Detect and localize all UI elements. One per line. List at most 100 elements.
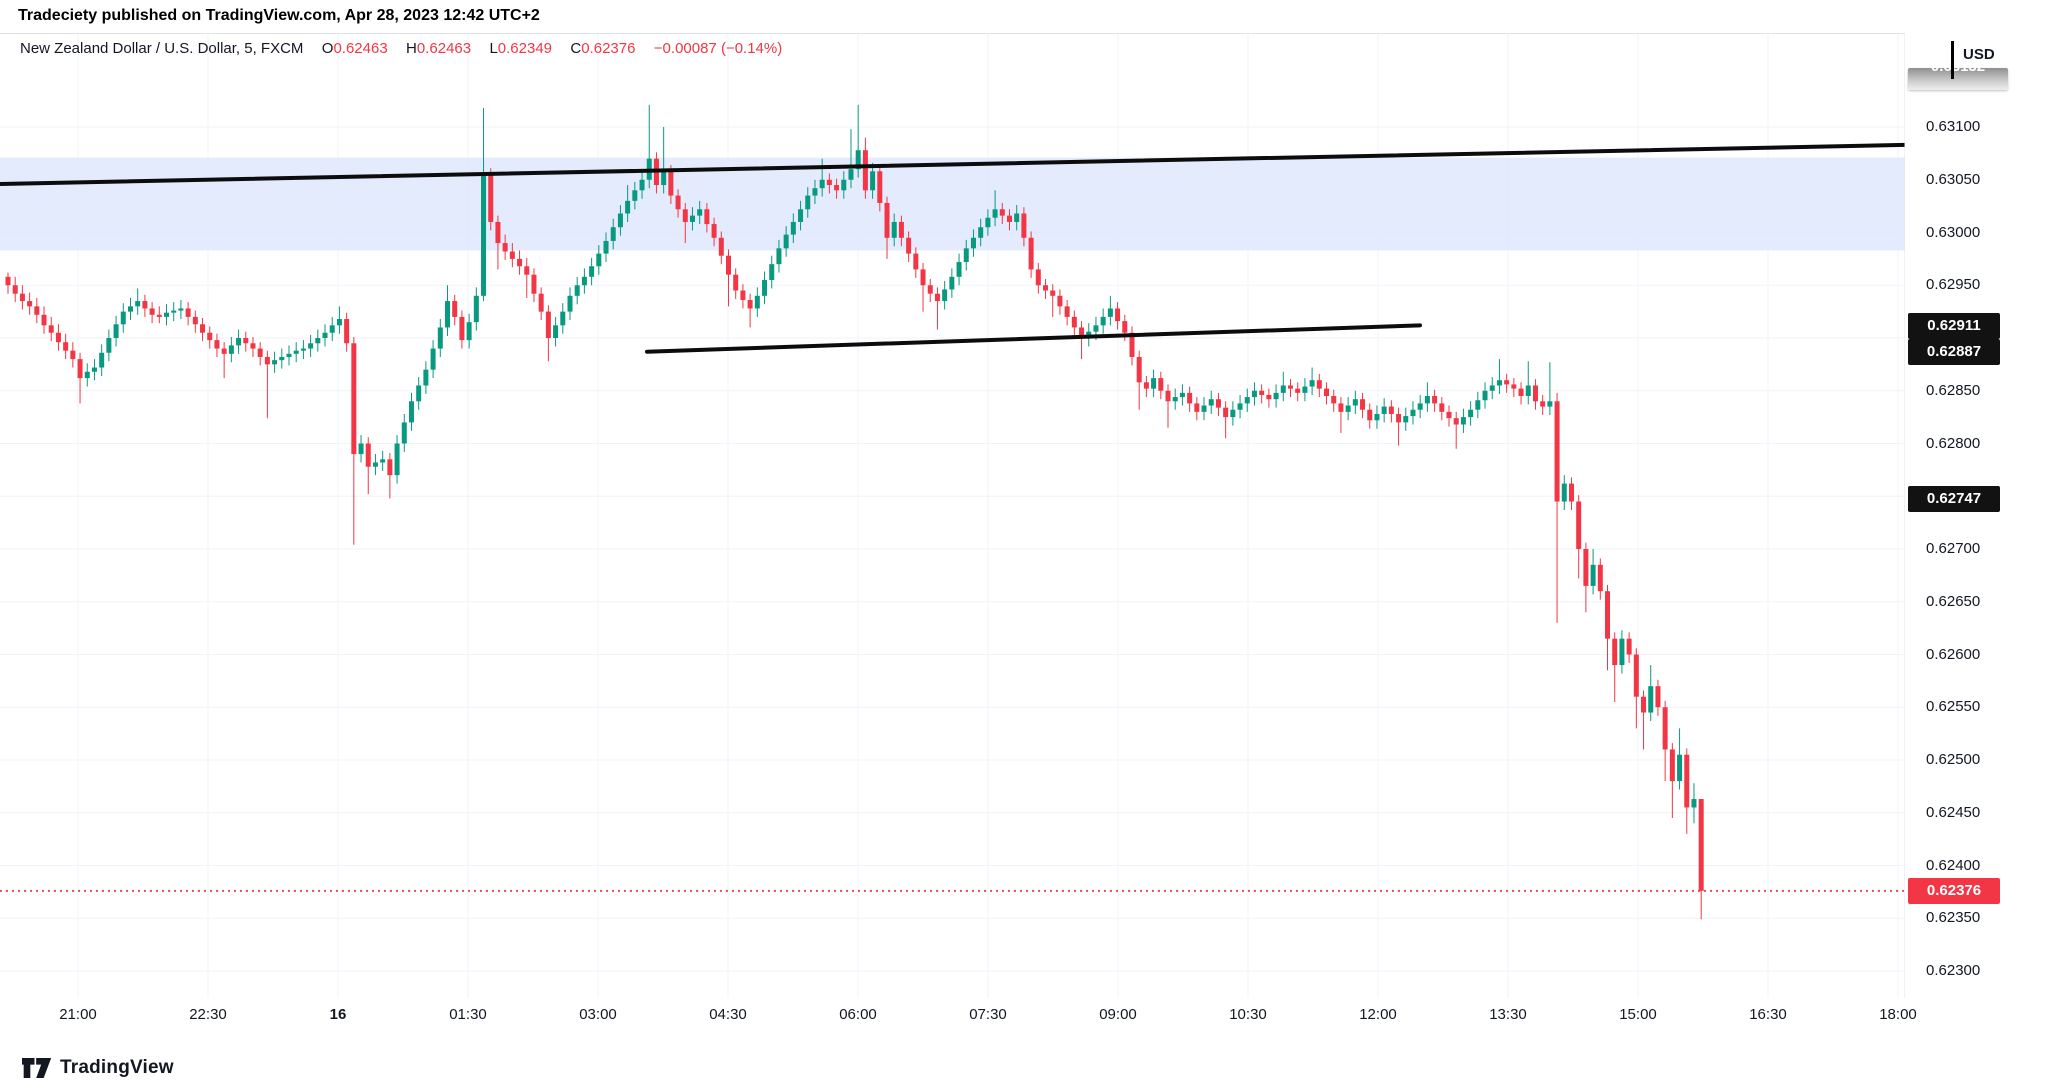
time-tick-label: 15:00 xyxy=(1619,1006,1657,1023)
candle xyxy=(228,345,234,354)
candle xyxy=(1050,290,1056,296)
candle xyxy=(1079,327,1085,338)
price-tick-label: 0.63100 xyxy=(1926,118,1981,135)
upper-resistance-line[interactable] xyxy=(0,142,1907,186)
candle xyxy=(452,301,458,317)
candle xyxy=(1237,403,1243,410)
candle xyxy=(1179,392,1185,398)
candle xyxy=(1655,686,1661,708)
candle xyxy=(1043,285,1049,291)
candle xyxy=(1396,413,1402,423)
candle xyxy=(1684,754,1690,808)
candle xyxy=(1417,403,1423,410)
candle xyxy=(1626,638,1632,655)
price-tick-label: 0.62400 xyxy=(1926,856,1981,874)
tradingview-logo-icon xyxy=(22,1058,52,1078)
candle xyxy=(1215,399,1221,408)
candle xyxy=(1187,392,1193,404)
candle xyxy=(617,213,623,228)
candle xyxy=(1453,418,1459,425)
candle xyxy=(1518,388,1524,397)
candle xyxy=(826,179,832,186)
candle xyxy=(711,224,717,238)
trendline-price-badge: 0.62911 xyxy=(1908,313,2000,340)
candle xyxy=(538,293,544,312)
candle xyxy=(243,338,249,344)
candle xyxy=(1496,380,1502,386)
candle xyxy=(1115,308,1121,322)
candle xyxy=(416,385,422,402)
supply-zone-band[interactable] xyxy=(0,157,1905,251)
candle xyxy=(560,311,566,326)
time-axis[interactable]: 21:00 22:30 16 01:30 03:00 04:30 06:00 07:30 09:… xyxy=(0,998,2045,1033)
candle xyxy=(380,459,386,463)
price-tick-label: 0.62800 xyxy=(1926,434,1981,452)
candle xyxy=(1460,417,1466,425)
time-tick-label: 16:30 xyxy=(1749,1006,1787,1023)
open-value: 0.62463 xyxy=(333,40,388,57)
candle xyxy=(1324,388,1330,397)
candle xyxy=(1280,385,1286,393)
candle xyxy=(34,306,40,315)
price-tick-label: 0.62550 xyxy=(1926,698,1981,716)
low-value: 0.62349 xyxy=(497,40,553,57)
candle xyxy=(394,443,400,476)
candle xyxy=(1266,394,1272,400)
candle xyxy=(120,311,126,325)
candle xyxy=(1071,316,1077,328)
candle xyxy=(906,237,912,254)
candle xyxy=(99,352,105,368)
candle xyxy=(63,342,69,351)
candle xyxy=(1446,411,1452,419)
candle xyxy=(171,310,177,313)
candle xyxy=(862,150,868,191)
candle xyxy=(524,266,530,275)
time-tick-label: 12:00 xyxy=(1359,1006,1397,1023)
candle xyxy=(1309,380,1315,387)
time-tick-label: 09:00 xyxy=(1099,1006,1137,1023)
candle xyxy=(603,240,609,254)
candle xyxy=(1064,306,1070,317)
candle xyxy=(1338,403,1344,412)
tradingview-logo[interactable]: TradingView xyxy=(22,1055,174,1081)
candle xyxy=(769,264,775,280)
candle xyxy=(610,227,616,241)
candle xyxy=(336,319,342,326)
candle xyxy=(127,306,133,312)
trendline-price-badge: 0.62747 xyxy=(1908,486,2000,513)
candle xyxy=(1525,385,1531,397)
price-axis[interactable]: 0.63100 0.63050 0.63000 0.62950 0.62850 0.628… xyxy=(1905,33,2045,1033)
candle xyxy=(1388,406,1394,414)
candle xyxy=(27,301,33,307)
time-tick-label: 21:00 xyxy=(59,1006,97,1023)
candle xyxy=(509,251,515,259)
symbol-title[interactable]: New Zealand Dollar / U.S. Dollar, 5, FXC… xyxy=(20,40,304,57)
candle xyxy=(178,308,184,311)
currency-label[interactable]: USD xyxy=(1963,46,1995,63)
candle xyxy=(437,327,443,349)
trendline-price-badge: 0.62887 xyxy=(1908,338,2000,365)
candle xyxy=(733,274,739,291)
time-tick-label: 18:00 xyxy=(1879,1006,1917,1023)
candle xyxy=(1583,549,1589,586)
candle xyxy=(1136,356,1142,383)
candle xyxy=(1331,396,1337,404)
candle xyxy=(1345,405,1351,412)
candle xyxy=(279,356,285,361)
candle xyxy=(740,290,746,301)
candle xyxy=(920,269,926,286)
change-value: −0.00087 (−0.14%) xyxy=(653,40,783,57)
candle xyxy=(1259,390,1265,395)
high-value: 0.62463 xyxy=(416,40,472,57)
symbol-legend[interactable]: New Zealand Dollar / U.S. Dollar, 5, FXC… xyxy=(20,40,782,57)
candle xyxy=(819,179,825,189)
close-value: 0.62376 xyxy=(581,40,636,57)
inner-support-line[interactable] xyxy=(645,323,1422,354)
candle xyxy=(1172,397,1178,402)
candle xyxy=(48,325,54,333)
candle xyxy=(1194,403,1200,412)
candle xyxy=(639,179,645,191)
candle xyxy=(315,338,321,344)
price-tick-label: 0.62950 xyxy=(1926,276,1981,294)
